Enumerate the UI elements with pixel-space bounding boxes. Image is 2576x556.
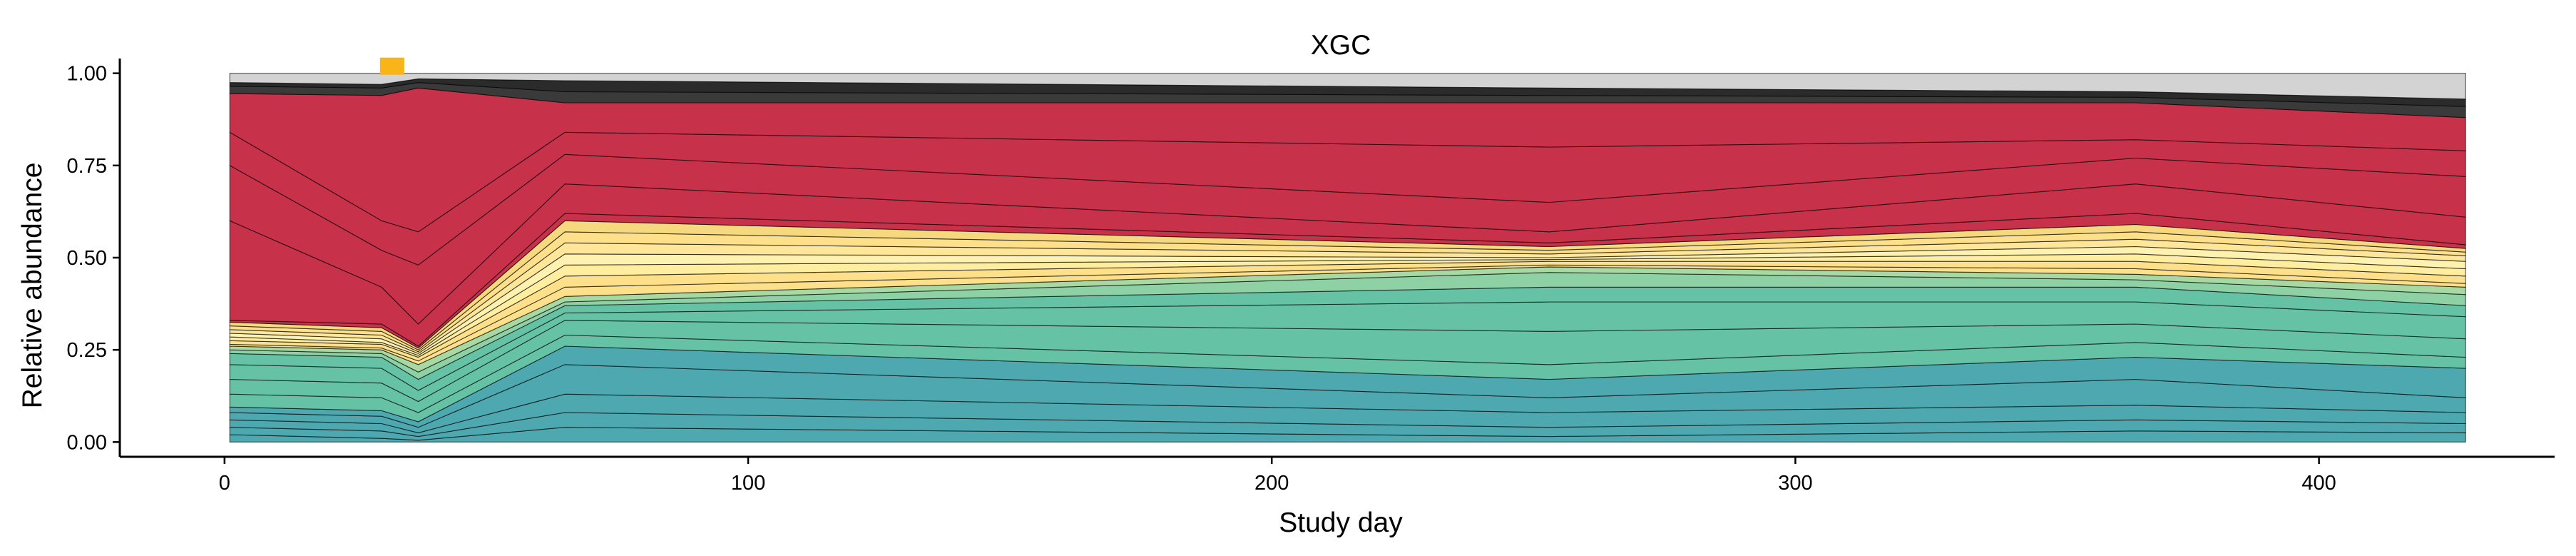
y-tick-label: 0.00 — [67, 431, 107, 454]
x-tick-label: 200 — [1254, 472, 1289, 495]
x-ticks: 0 100 200 300 400 — [219, 457, 2336, 495]
chart-title: XGC — [1311, 30, 1371, 61]
area-band-other-26 — [229, 73, 2466, 100]
y-tick-label: 0.75 — [67, 155, 107, 178]
x-axis-title: Study day — [1279, 507, 1403, 538]
y-tick-label: 0.25 — [67, 339, 107, 362]
y-tick-label: 1.00 — [67, 63, 107, 86]
y-tick-label: 0.50 — [67, 247, 107, 270]
area-bands — [229, 73, 2466, 443]
y-ticks: 0.00 0.25 0.50 0.75 1.00 — [67, 63, 120, 454]
y-axis-title: Relative abundance — [17, 163, 48, 409]
x-tick-label: 400 — [2301, 472, 2336, 495]
annotation-marker — [379, 57, 404, 75]
x-tick-label: 100 — [731, 472, 765, 495]
annotation-layer — [379, 57, 404, 75]
x-tick-label: 0 — [219, 472, 230, 495]
x-tick-label: 300 — [1778, 472, 1812, 495]
